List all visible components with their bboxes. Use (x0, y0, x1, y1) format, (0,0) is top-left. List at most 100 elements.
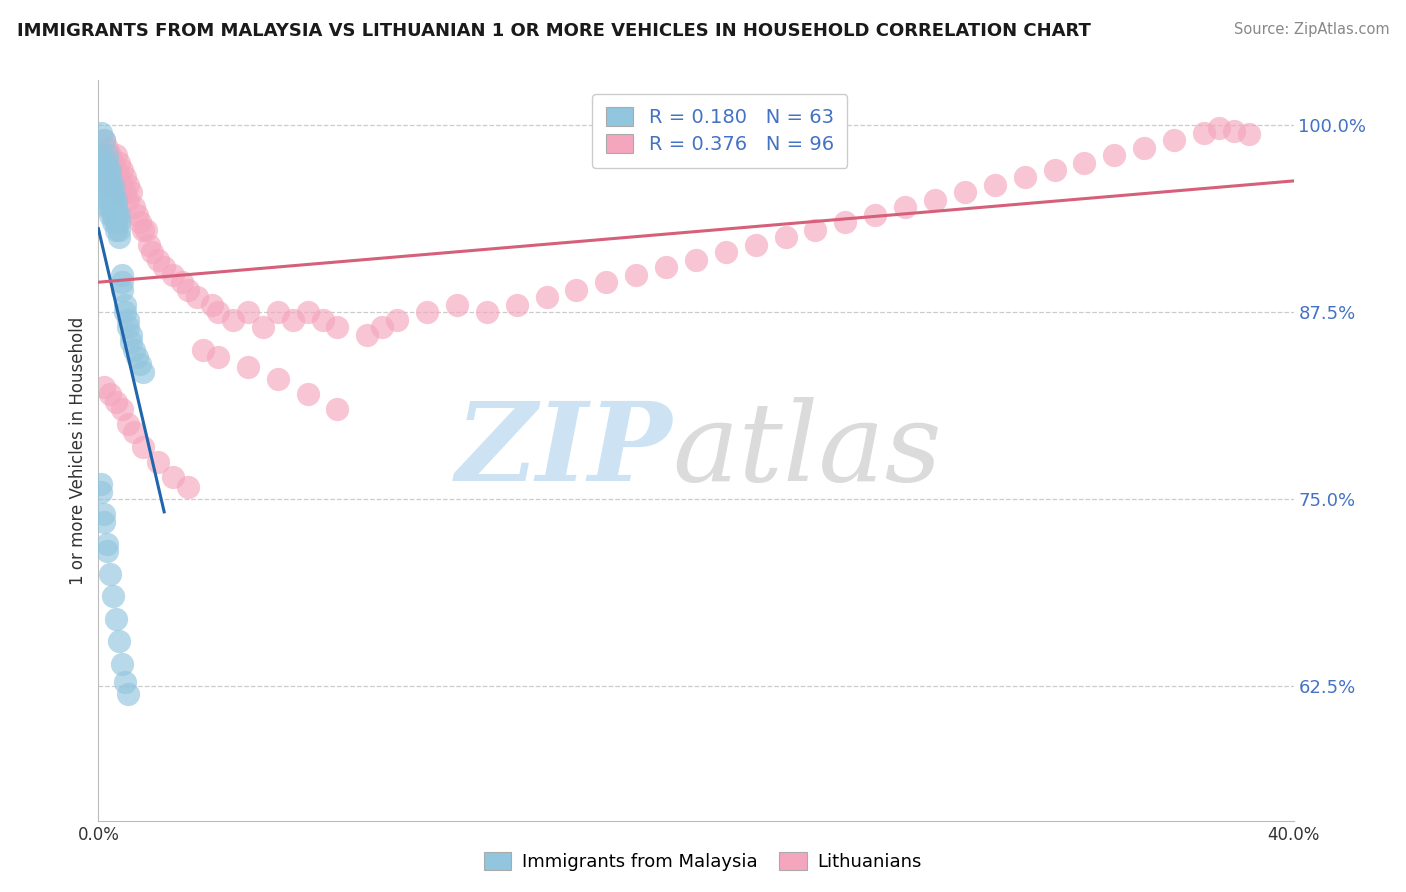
Point (1208, 121, 1230, 136)
Point (1163, 133, 1185, 147)
Point (207, 350, 229, 364)
Point (834, 215, 856, 229)
Point (90, 126, 112, 140)
Point (1014, 170, 1036, 185)
Point (1133, 140, 1156, 154)
Point (93, 178, 115, 192)
Point (120, 334, 142, 349)
Point (93, 133, 115, 147)
Point (111, 657, 134, 671)
Point (98, 201, 122, 215)
Point (93, 170, 115, 185)
Point (96, 178, 118, 192)
Point (326, 402, 349, 417)
Point (103, 589, 125, 603)
Point (108, 634, 131, 648)
Point (446, 298, 468, 312)
Point (172, 275, 194, 289)
Point (98, 163, 122, 178)
Point (93, 163, 115, 178)
Point (132, 223, 155, 237)
Point (124, 343, 146, 357)
Point (267, 305, 290, 319)
Point (96, 537, 118, 551)
Point (745, 237, 768, 252)
Point (536, 290, 558, 304)
Point (252, 320, 274, 334)
Point (201, 298, 224, 312)
Point (93, 155, 115, 169)
Point (117, 320, 139, 334)
Point (103, 178, 125, 192)
Point (111, 283, 134, 297)
Point (124, 201, 146, 215)
Point (138, 237, 160, 252)
Point (326, 320, 349, 334)
Point (865, 208, 887, 222)
Point (105, 208, 128, 222)
Point (108, 223, 131, 237)
Point (105, 193, 128, 207)
Point (141, 245, 163, 260)
Point (129, 215, 152, 229)
Point (96, 170, 118, 185)
Point (103, 215, 125, 229)
Point (685, 252, 707, 267)
Point (93, 133, 115, 147)
Point (108, 215, 131, 229)
Point (1223, 124, 1246, 138)
Point (108, 170, 131, 185)
Point (103, 170, 125, 185)
Point (894, 201, 917, 215)
Point (207, 305, 229, 319)
Point (475, 305, 498, 319)
Y-axis label: 1 or more Vehicles in Household: 1 or more Vehicles in Household (69, 317, 87, 584)
Point (98, 170, 122, 185)
Point (114, 298, 136, 312)
Point (127, 350, 149, 364)
Point (236, 305, 259, 319)
Point (281, 312, 304, 326)
Point (98, 566, 122, 581)
Point (105, 148, 128, 162)
Point (98, 178, 122, 192)
Point (108, 186, 131, 200)
Point (132, 440, 155, 454)
Point (114, 186, 136, 200)
Point (98, 163, 122, 178)
Point (114, 305, 136, 319)
Point (98, 208, 122, 222)
Point (96, 544, 118, 558)
Point (148, 455, 170, 469)
Point (111, 163, 134, 178)
Point (93, 380, 115, 394)
Point (162, 469, 184, 483)
Point (297, 387, 319, 401)
Point (117, 686, 139, 700)
Point (1043, 163, 1066, 178)
Point (1104, 148, 1126, 162)
Point (1073, 155, 1095, 169)
Point (385, 312, 409, 326)
Point (953, 186, 976, 200)
Point (191, 343, 214, 357)
Point (655, 260, 678, 275)
Point (90, 155, 112, 169)
Point (804, 223, 827, 237)
Point (98, 148, 122, 162)
Point (111, 275, 134, 289)
Point (96, 155, 118, 169)
Point (236, 360, 259, 375)
Point (117, 178, 139, 192)
Point (984, 178, 1007, 192)
Point (117, 312, 139, 326)
Point (96, 140, 118, 154)
Point (124, 425, 146, 439)
Point (105, 612, 128, 626)
Text: IMMIGRANTS FROM MALAYSIA VS LITHUANIAN 1 OR MORE VEHICLES IN HOUSEHOLD CORRELATI: IMMIGRANTS FROM MALAYSIA VS LITHUANIAN 1… (17, 22, 1091, 40)
Point (1192, 126, 1215, 140)
Point (96, 163, 118, 178)
Point (103, 155, 125, 169)
Point (111, 178, 134, 192)
Point (775, 230, 797, 244)
